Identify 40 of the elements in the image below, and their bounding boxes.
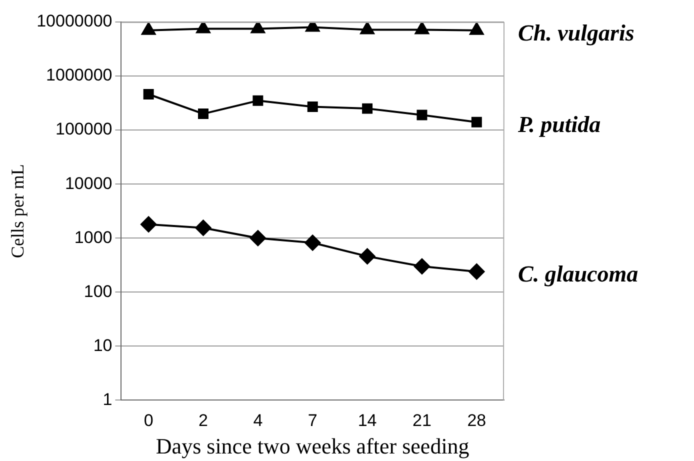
point bbox=[252, 95, 264, 106]
y-tick-label: 1000000 bbox=[46, 66, 112, 85]
x-tick-label: 28 bbox=[467, 411, 486, 430]
x-tick-label: 14 bbox=[358, 411, 377, 430]
y-tick-label: 10 bbox=[93, 336, 112, 355]
series-label: P. putida bbox=[517, 112, 601, 138]
point bbox=[304, 234, 321, 251]
point bbox=[414, 22, 430, 34]
x-tick-label: 0 bbox=[144, 411, 154, 430]
y-tick-label: 100000 bbox=[56, 120, 112, 139]
point bbox=[196, 22, 210, 34]
y-tick-label: 1 bbox=[102, 390, 112, 409]
x-tick-label: 4 bbox=[253, 411, 263, 430]
series-label: C. glaucoma bbox=[518, 262, 638, 287]
point bbox=[359, 248, 376, 264]
point bbox=[414, 258, 430, 274]
point bbox=[471, 116, 482, 128]
point bbox=[198, 108, 208, 120]
point bbox=[307, 102, 318, 112]
point bbox=[143, 89, 154, 100]
point bbox=[195, 220, 212, 236]
y-tick-label: 100 bbox=[84, 282, 112, 301]
point bbox=[250, 230, 266, 246]
y-tick-label: 1000 bbox=[74, 228, 112, 247]
point bbox=[140, 216, 157, 232]
x-tick-label: 2 bbox=[198, 411, 208, 430]
x-tick-label: 7 bbox=[308, 411, 318, 430]
x-tick-label: 21 bbox=[412, 411, 432, 430]
point bbox=[250, 22, 265, 34]
y-tick-label: 10000 bbox=[64, 174, 112, 193]
point bbox=[142, 22, 156, 35]
point bbox=[360, 22, 374, 34]
point bbox=[470, 22, 484, 35]
y-tick-label: 10000000 bbox=[36, 12, 112, 31]
point bbox=[416, 110, 428, 120]
point bbox=[362, 103, 373, 114]
x-axis-title: Days since two weeks after seeding bbox=[156, 434, 470, 459]
series-label: Ch. vulgaris bbox=[518, 20, 634, 46]
y-axis-title: Cells per mL bbox=[8, 164, 28, 258]
point bbox=[468, 264, 485, 280]
